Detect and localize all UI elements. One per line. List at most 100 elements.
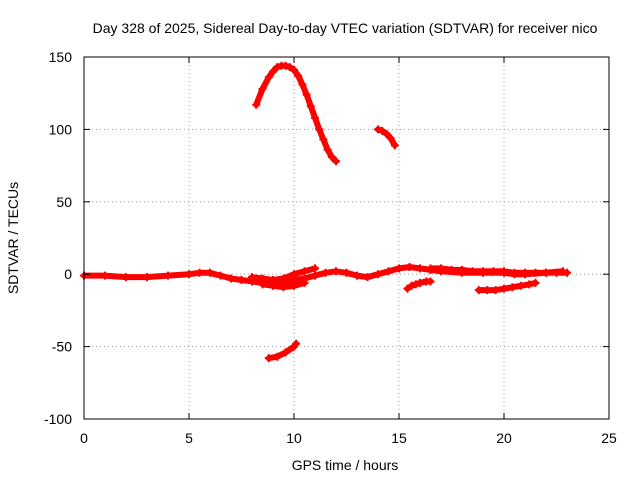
data-point xyxy=(290,281,298,290)
data-point xyxy=(384,267,393,276)
data-point xyxy=(273,63,282,72)
data-point xyxy=(542,268,550,277)
data-point xyxy=(258,280,267,289)
data-point xyxy=(321,268,330,277)
data-marks xyxy=(80,61,571,363)
data-point xyxy=(510,270,519,279)
series-main-track-lower xyxy=(258,278,309,292)
data-point xyxy=(252,100,261,109)
data-point xyxy=(516,281,525,290)
series-main-track-upper xyxy=(248,264,319,284)
data-point xyxy=(273,352,282,361)
data-point xyxy=(300,278,309,287)
data-point xyxy=(353,271,361,280)
y-tick-label: -50 xyxy=(52,339,72,355)
data-point xyxy=(426,277,435,286)
series-low-segment xyxy=(264,339,301,363)
data-point xyxy=(306,102,315,111)
data-point xyxy=(279,274,288,283)
data-point xyxy=(403,284,412,293)
plot-frame xyxy=(83,56,610,420)
data-point xyxy=(264,73,273,82)
y-tick-label: 100 xyxy=(49,121,73,137)
data-point xyxy=(264,354,273,363)
data-point xyxy=(407,281,416,290)
data-point xyxy=(143,273,151,282)
data-point xyxy=(300,267,309,276)
data-point xyxy=(483,286,492,295)
data-point xyxy=(491,286,500,295)
data-point xyxy=(298,80,307,89)
data-point xyxy=(363,273,372,282)
data-point xyxy=(474,286,483,295)
x-tick-label: 0 xyxy=(80,430,88,446)
data-point xyxy=(281,61,290,70)
axis-ticks: 0 5 10 15 20 25 -100 -50 0 50 100 150 xyxy=(44,49,617,446)
data-point xyxy=(395,264,403,273)
data-point xyxy=(292,339,301,348)
x-tick-label: 5 xyxy=(185,430,193,446)
data-point xyxy=(206,268,214,277)
data-point xyxy=(258,84,267,93)
data-point xyxy=(508,283,517,292)
data-point xyxy=(479,268,487,277)
data-point xyxy=(558,267,567,276)
data-point xyxy=(248,273,256,282)
data-point xyxy=(386,134,395,143)
y-tick-label: 150 xyxy=(49,49,73,65)
data-point xyxy=(281,348,290,357)
data-point xyxy=(237,275,246,284)
data-point xyxy=(416,264,424,273)
data-point xyxy=(342,268,351,277)
grid xyxy=(84,57,609,419)
data-point xyxy=(311,271,319,280)
y-tick-label: 50 xyxy=(56,194,72,210)
data-point xyxy=(290,66,298,75)
x-tick-label: 20 xyxy=(496,430,512,446)
data-point xyxy=(122,273,130,282)
data-point xyxy=(294,71,303,80)
data-point xyxy=(374,270,382,279)
data-point xyxy=(500,268,508,277)
x-axis-label: GPS time / hours xyxy=(292,457,399,473)
data-point xyxy=(426,265,435,274)
data-point xyxy=(311,264,319,273)
data-point xyxy=(269,67,277,76)
data-point xyxy=(311,113,319,122)
x-tick-label: 10 xyxy=(286,430,302,446)
series-neg-segment-2 xyxy=(474,278,540,295)
data-point xyxy=(521,270,529,279)
data-point xyxy=(302,90,311,99)
x-tick-label: 15 xyxy=(391,430,407,446)
series-arc-mid xyxy=(374,125,399,150)
data-point xyxy=(382,129,391,138)
data-point xyxy=(101,271,109,280)
data-point xyxy=(269,281,277,290)
data-point xyxy=(525,280,534,289)
data-point xyxy=(416,278,424,287)
data-point xyxy=(285,63,294,72)
data-point xyxy=(390,141,399,150)
data-point xyxy=(500,284,508,293)
data-point xyxy=(327,152,336,161)
data-point xyxy=(279,283,288,292)
data-point xyxy=(216,271,225,280)
data-point xyxy=(332,157,340,166)
data-point xyxy=(378,126,387,135)
data-point xyxy=(374,125,382,134)
data-point xyxy=(164,271,172,280)
y-tick-label: -100 xyxy=(44,411,72,427)
y-tick-label: 0 xyxy=(64,266,72,282)
chart-title: Day 328 of 2025, Sidereal Day-to-day VTE… xyxy=(93,20,598,36)
data-point xyxy=(323,145,332,154)
data-point xyxy=(290,270,298,279)
data-point xyxy=(185,270,193,279)
data-point xyxy=(332,267,340,276)
data-point xyxy=(411,280,420,289)
series-neg-segment-1 xyxy=(403,277,435,293)
data-point xyxy=(437,267,445,276)
data-point xyxy=(319,135,328,144)
data-point xyxy=(458,268,466,277)
series-late-track-lower xyxy=(426,265,567,279)
